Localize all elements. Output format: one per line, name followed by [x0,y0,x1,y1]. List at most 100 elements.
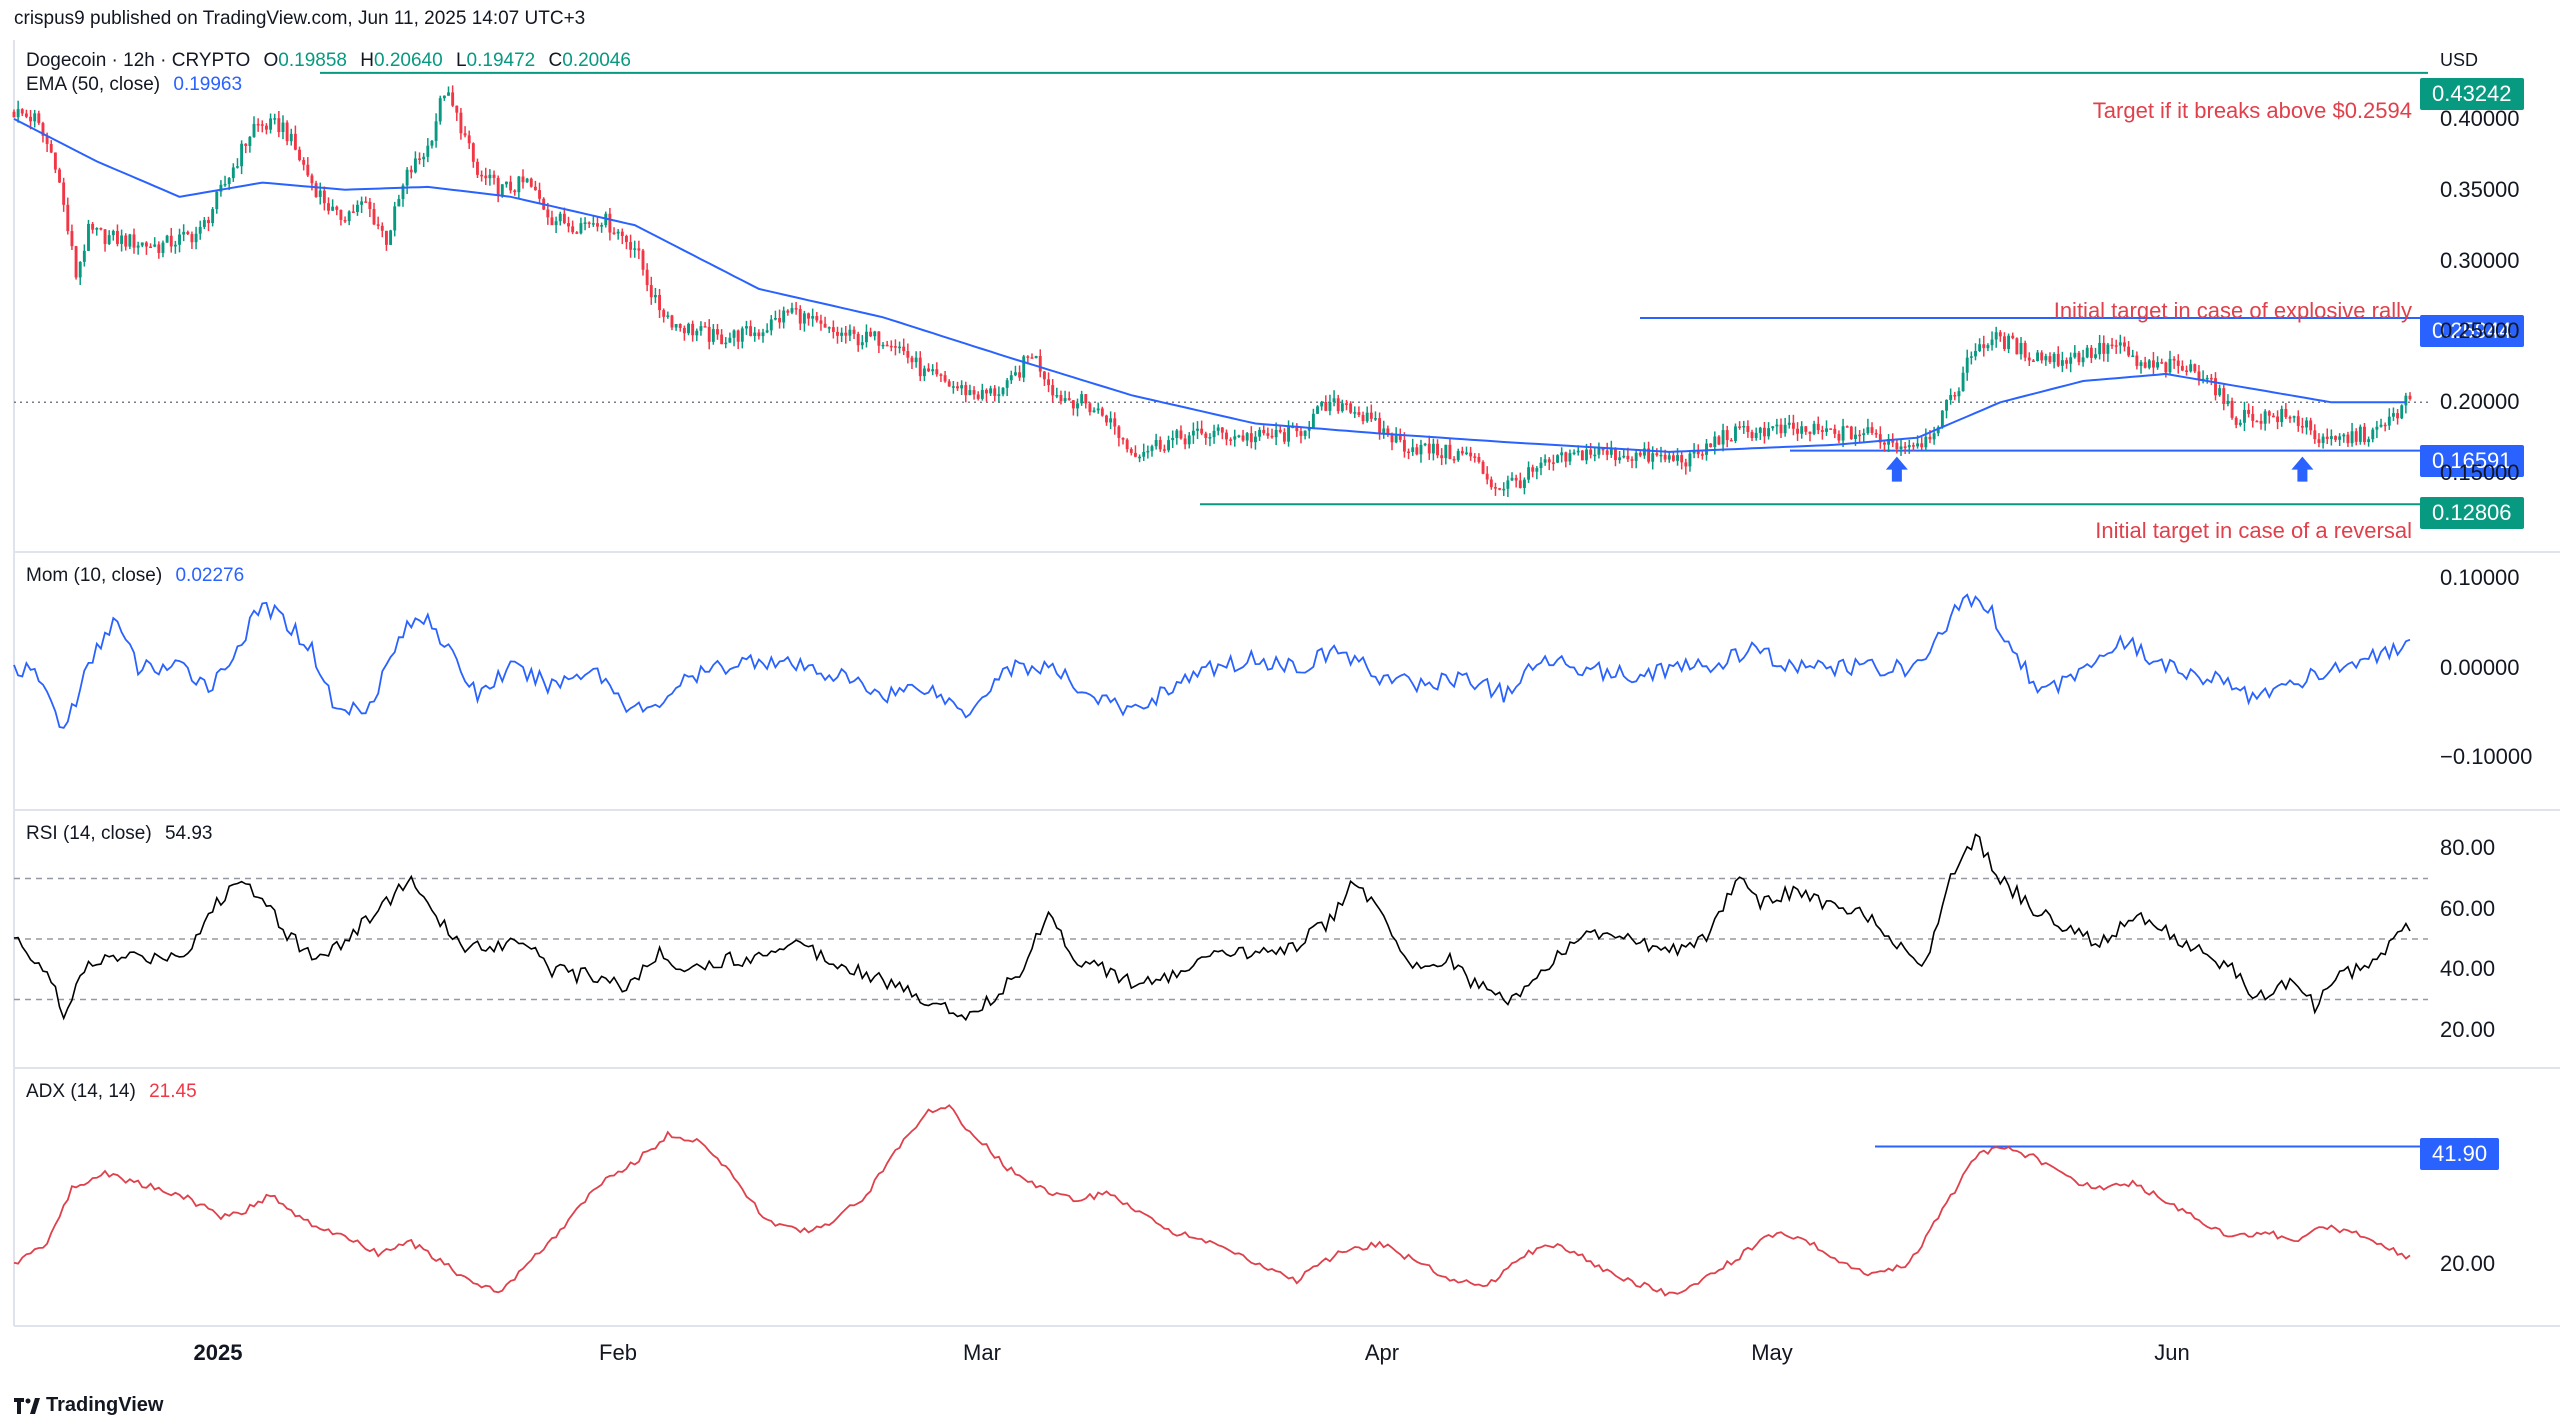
candle-body [273,118,277,120]
candle-body [2052,353,2056,363]
rsi-value: 54.93 [164,823,213,844]
candle-body [960,385,964,389]
price-badge-support[interactable]: 0.16591 [2420,445,2524,477]
candle-body [1920,443,1924,448]
candle-body [1374,418,1377,420]
candle-body [1154,439,1158,447]
candle-body [649,285,653,298]
candle-body [447,92,450,96]
candle-body [976,394,980,399]
candle-body [1762,427,1766,437]
candle-body [384,230,388,245]
candle-body [1771,426,1775,429]
adx-legend[interactable]: ADX (14, 14) 21.45 [26,1081,197,1102]
candle-body [314,183,318,197]
candle-body [128,234,132,247]
candle-body [562,213,566,224]
candle-body [1585,449,1588,461]
candle-body [1158,439,1162,450]
candle-body [736,330,740,342]
candle-body [368,201,372,210]
candle-body [2247,409,2251,414]
candle-body [1096,408,1100,411]
mom-legend[interactable]: Mom (10, close) 0.02276 [26,565,245,586]
candle-body [1328,401,1332,411]
open-value: 0.19858 [278,50,347,71]
candle-body [1026,356,1030,358]
candle-body [2011,335,2015,339]
candle-body [848,329,852,336]
candle-body [554,221,558,226]
candle-body [1150,446,1154,451]
candle-body [906,351,910,358]
price-badge-top[interactable]: 0.43242 [2420,78,2524,110]
rsi-legend[interactable]: RSI (14, close) 54.93 [26,823,213,844]
candle-body [1502,488,1506,491]
candle-body [1721,430,1725,445]
candle-body [877,331,881,346]
candle-body [678,324,682,328]
candle-body [1113,418,1117,427]
candle-body [2259,420,2263,424]
candle-body [910,357,914,363]
candle-body [745,326,748,329]
candle-body [2160,362,2164,364]
candle-body [1696,450,1700,455]
candle-body [1738,426,1742,428]
candle-body [1878,434,1882,443]
candle-body [2392,413,2395,417]
candle-body [1891,438,1895,443]
candle-body [972,390,976,395]
candle-body [2147,360,2151,368]
candle-body [1845,426,1849,428]
candle-body [364,201,368,203]
currency-label[interactable]: USD [2440,50,2479,70]
candle-body [1638,452,1642,456]
candle-body [637,248,641,251]
candle-body [463,133,467,136]
candle-body [898,346,902,349]
candle-body [116,230,119,244]
candle-body [207,220,210,224]
candle-body [1287,426,1291,442]
candle-body [2243,409,2246,423]
price-badge-lower[interactable]: 0.12806 [2420,497,2524,529]
candle-body [1518,480,1522,488]
ema-legend[interactable]: EMA (50, close) 0.19963 [26,74,243,95]
candle-body [236,166,239,168]
candle-body [322,190,326,204]
candle-body [1551,462,1555,464]
candle-body [471,143,475,162]
adx-level-badge[interactable]: 41.90 [2420,1138,2500,1170]
candle-body [567,223,570,227]
candle-body [33,113,37,122]
candle-body [670,315,674,328]
candle-body [2238,422,2242,425]
candle-body [120,235,124,244]
candle-body [691,323,695,336]
candle-body [1080,394,1084,404]
candle-body [62,182,66,205]
candle-body [1204,433,1208,438]
candle-body [1750,431,1754,439]
candle-body [1059,395,1063,402]
candle-body [1473,456,1477,458]
price-badge-upper[interactable]: 0.25944 [2420,315,2524,347]
candle-body [49,143,53,153]
candle-body [1212,430,1216,438]
candle-body [2073,352,2077,358]
candle-body [310,175,314,184]
candle-body [798,309,802,324]
candle-body [889,345,893,348]
candle-body [1088,403,1092,413]
candle-body [2408,395,2412,400]
candle-body [2139,362,2143,366]
candle-body [1241,435,1245,441]
x-tick-label: 2025 [193,1340,243,1365]
candle-body [1729,440,1733,442]
candle-body [401,185,405,200]
candle-body [579,223,583,234]
candle-body [488,174,492,179]
symbol-title[interactable]: Dogecoin · 12h · CRYPTO [26,50,251,71]
